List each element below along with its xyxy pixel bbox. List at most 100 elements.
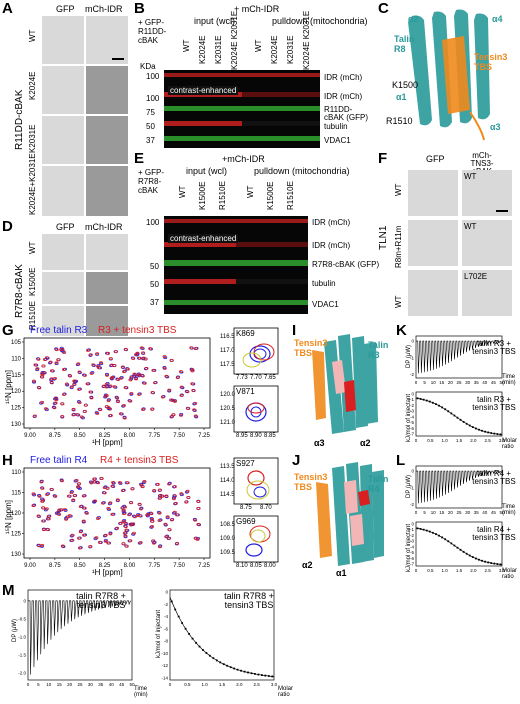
x-tick-label: 7.25 bbox=[198, 433, 210, 439]
ratio-tick-label: 1.5 bbox=[456, 568, 463, 573]
col-label-gfp: GFP bbox=[56, 222, 75, 232]
thermogram-trace bbox=[416, 340, 502, 374]
peak-bound bbox=[76, 482, 81, 486]
isotherm-point bbox=[496, 563, 499, 565]
peak-bound bbox=[52, 406, 57, 410]
peak-bound bbox=[91, 363, 96, 367]
peak-bound bbox=[132, 515, 137, 519]
isotherm-point bbox=[478, 428, 480, 431]
isotherm-point bbox=[254, 673, 256, 675]
isotherm-point bbox=[493, 432, 496, 435]
zoom-xtick: 7.65 bbox=[264, 375, 276, 381]
panel-f: F GFP mCh-TNS3-cBAK TLN1 WT R8m+R11m WT … bbox=[372, 150, 520, 320]
peak-bound bbox=[145, 513, 150, 517]
isotherm-point bbox=[438, 534, 440, 537]
panel-letter: B bbox=[134, 0, 145, 17]
x-label-time: Time (min) bbox=[502, 504, 516, 516]
time-tick-label: 10 bbox=[431, 380, 437, 385]
peak-bound bbox=[41, 519, 46, 523]
time-tick-label: 30 bbox=[465, 380, 471, 385]
isotherm-point bbox=[471, 556, 474, 558]
peak-bound bbox=[59, 479, 64, 483]
top-condition: +mCh-IDR bbox=[222, 154, 265, 164]
peak-bound bbox=[137, 373, 142, 377]
isotherm-point bbox=[474, 427, 477, 430]
zoom-ytick: 116.5 bbox=[220, 334, 235, 340]
peak-bound bbox=[127, 513, 132, 517]
micrograph-mch bbox=[86, 272, 128, 304]
y-tick-label: 115 bbox=[11, 491, 21, 497]
peak-bound bbox=[78, 530, 83, 534]
row-label: WT bbox=[394, 295, 403, 308]
time-tick-label: 10 bbox=[431, 510, 437, 515]
peak-bound bbox=[83, 403, 88, 407]
scale-bar bbox=[112, 58, 124, 60]
peak-bound bbox=[151, 541, 156, 545]
isotherm-point bbox=[422, 528, 425, 531]
peak-bound bbox=[42, 357, 47, 361]
peak-bound bbox=[57, 508, 62, 512]
peak-bound bbox=[134, 377, 139, 381]
isotherm-point bbox=[441, 536, 444, 539]
zoom-xtick: 8.90 bbox=[250, 433, 262, 439]
peak-bound bbox=[121, 403, 126, 407]
panel-letter: K bbox=[396, 322, 407, 339]
band-label: IDR (mCh) bbox=[312, 218, 351, 227]
isotherm-point bbox=[453, 414, 456, 417]
y-tick-label: 110 bbox=[11, 470, 21, 476]
peak-bound bbox=[74, 478, 79, 482]
lane-label: K2031E bbox=[214, 35, 223, 64]
time-tick-label: 45 bbox=[491, 510, 497, 515]
energy-tick-label: -6 bbox=[164, 626, 168, 631]
peak-bound bbox=[72, 379, 77, 383]
energy-tick-label: -4 bbox=[410, 414, 414, 419]
peak-bound bbox=[171, 398, 176, 402]
peak-bound bbox=[129, 391, 134, 395]
helix-label: α2 bbox=[360, 438, 371, 448]
peak-bound bbox=[137, 502, 142, 506]
peak-bound bbox=[84, 511, 89, 515]
isotherm-point bbox=[236, 668, 239, 671]
peak-bound bbox=[129, 501, 134, 505]
micrograph-mch bbox=[462, 170, 512, 216]
isotherm-point bbox=[428, 400, 431, 403]
time-tick-label: 5 bbox=[37, 682, 40, 687]
peak-bound bbox=[103, 539, 108, 543]
peak-bound bbox=[150, 517, 155, 521]
panel-letter: M bbox=[2, 582, 15, 599]
isotherm-point bbox=[219, 661, 222, 664]
ratio-tick-label: 1.0 bbox=[442, 568, 449, 573]
micrograph-gfp bbox=[42, 66, 84, 114]
panel-e: E +mCh-IDR + GFP-R7R8-cBAK input (wcl) p… bbox=[132, 150, 379, 320]
peak-bound bbox=[125, 481, 130, 485]
isotherm-point bbox=[226, 664, 229, 667]
peak-bound bbox=[99, 477, 104, 481]
zoom-xtick: 8.95 bbox=[236, 433, 248, 439]
panel-letter: J bbox=[292, 452, 301, 469]
time-tick-label: 25 bbox=[456, 380, 462, 385]
isotherm-point bbox=[450, 542, 453, 545]
time-tick-label: 40 bbox=[109, 682, 115, 687]
isotherm-point bbox=[208, 654, 211, 657]
time-tick-label: 0 bbox=[415, 510, 418, 515]
itc-title-bottom: talin R4 + tensin3 TBS bbox=[472, 525, 516, 542]
panel-l: L 0 5 10 15 20 25 30 35 40 45 50 0 -1 -2 0 0.5 1.0 1.5 2.0… bbox=[394, 452, 520, 580]
col-label-gfp: GFP bbox=[56, 4, 75, 14]
peak-bound bbox=[131, 356, 136, 360]
peak-bound bbox=[77, 546, 82, 550]
zoom-ytick: 121.0 bbox=[220, 420, 236, 426]
peak-bound bbox=[54, 361, 59, 365]
peak-bound bbox=[141, 351, 146, 355]
peak-bound bbox=[72, 494, 77, 498]
time-tick-label: 35 bbox=[474, 510, 480, 515]
peak-bound bbox=[192, 408, 197, 412]
peak-bound bbox=[174, 513, 179, 517]
input-label: input (wcl) bbox=[186, 166, 228, 176]
peak-bound bbox=[152, 488, 157, 492]
helix-label: α2 bbox=[408, 14, 419, 24]
time-tick-label: 50 bbox=[129, 682, 135, 687]
zoom-xtick: 7.70 bbox=[250, 375, 262, 381]
peak-bound bbox=[105, 373, 110, 377]
peak-bound bbox=[196, 506, 201, 510]
isotherm-point bbox=[260, 674, 263, 676]
